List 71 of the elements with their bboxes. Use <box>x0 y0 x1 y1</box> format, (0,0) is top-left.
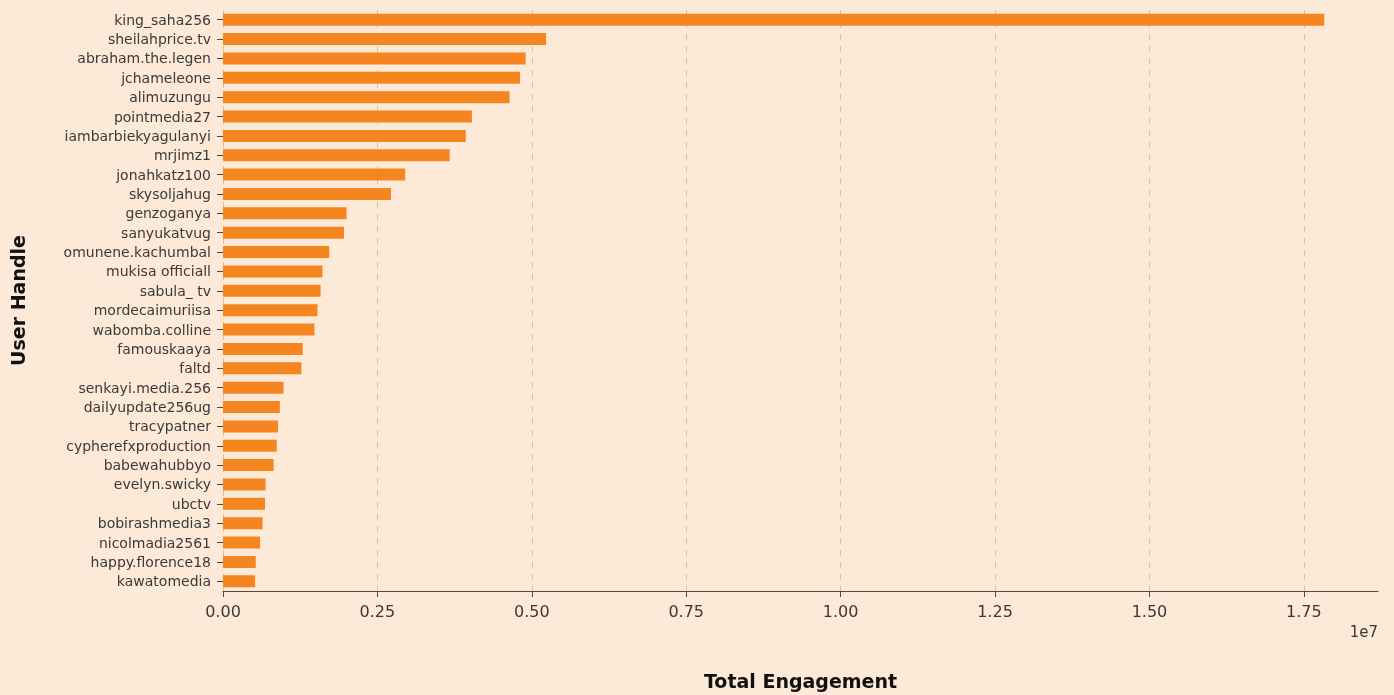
y-tick-label: abraham.the.legen <box>77 50 211 67</box>
y-tick-label: bobirashmedia3 <box>97 515 211 532</box>
bar <box>223 52 526 65</box>
bar <box>223 71 521 84</box>
y-tick-label: tracypatner <box>128 418 212 435</box>
y-tick-label: mordecaimuriisa <box>93 302 211 319</box>
bar <box>223 478 266 491</box>
y-tick-label: famouskaaya <box>117 340 211 357</box>
bar <box>223 323 315 336</box>
bar <box>223 362 302 375</box>
bar <box>223 246 330 259</box>
y-tick-label: wabomba.colline <box>92 321 211 338</box>
y-tick-label: dailyupdate256ug <box>83 399 211 416</box>
y-tick-label: iambarbiekyagulanyi <box>64 127 211 144</box>
bar <box>223 536 261 549</box>
bar <box>223 187 391 200</box>
y-axis-title: User Handle <box>6 235 29 366</box>
bar <box>223 207 347 220</box>
y-tick-label: senkayi.media.256 <box>78 379 212 396</box>
x-tick-label: 0.50 <box>514 601 550 621</box>
bar <box>223 284 321 297</box>
bar <box>223 555 256 568</box>
bar <box>223 342 303 355</box>
y-tick-label: genzoganya <box>125 205 211 222</box>
y-tick-label: sabula_ tv <box>139 282 211 299</box>
y-tick-label: happy.florence18 <box>90 553 211 570</box>
bar <box>223 129 466 142</box>
y-tick-label: alimuzungu <box>129 89 211 106</box>
y-tick-label: jonahkatz100 <box>115 166 211 183</box>
x-tick-label: 1.00 <box>822 601 859 621</box>
x-tick-label: 1.75 <box>1286 601 1322 621</box>
bar <box>223 517 263 530</box>
x-tick-label: 1.25 <box>977 601 1013 621</box>
bar <box>223 265 323 278</box>
text: 1e7 <box>1349 622 1379 641</box>
y-tick-label: babewahubbyo <box>103 457 211 474</box>
y-tick-label: evelyn.swicky <box>113 476 211 493</box>
bar <box>223 168 406 181</box>
y-tick-label: pointmedia27 <box>113 108 211 125</box>
y-tick-label: jchameleone <box>120 69 211 86</box>
bar <box>223 149 450 162</box>
y-tick-label: mukisa officiall <box>106 263 211 280</box>
y-tick-label: mrjimz1 <box>153 147 211 164</box>
y-tick-label: king_saha256 <box>114 11 212 28</box>
bar <box>223 381 284 394</box>
bar <box>223 110 472 123</box>
y-tick-label: kawatomedia <box>116 573 211 590</box>
bar <box>223 226 345 239</box>
bar <box>223 33 547 46</box>
x-axis-title: Total Engagement <box>703 669 898 692</box>
y-tick-label: skysoljahug <box>128 185 211 202</box>
y-tick-label: nicolmadia2561 <box>98 534 211 551</box>
y-tick-label: faltd <box>179 360 211 377</box>
bar <box>223 91 510 104</box>
y-tick-label: cypherefxproduction <box>66 437 211 454</box>
y-tick-label: sanyukatvug <box>121 224 211 241</box>
x-tick-label: 0.75 <box>668 601 705 621</box>
bar <box>223 420 278 433</box>
x-tick-label: 0.00 <box>205 601 241 621</box>
bar <box>223 459 274 472</box>
bar <box>223 401 280 414</box>
bar <box>223 304 318 317</box>
y-tick-label: sheilahprice.tv <box>107 31 211 48</box>
bar <box>223 497 265 510</box>
y-tick-label: ubctv <box>171 495 211 512</box>
x-tick-label: 0.25 <box>359 601 396 621</box>
bar <box>223 13 1325 26</box>
x-tick-label: 1.50 <box>1131 601 1168 621</box>
bar <box>223 439 277 452</box>
y-tick-label: omunene.kachumbal <box>63 244 211 261</box>
bar <box>223 575 256 588</box>
